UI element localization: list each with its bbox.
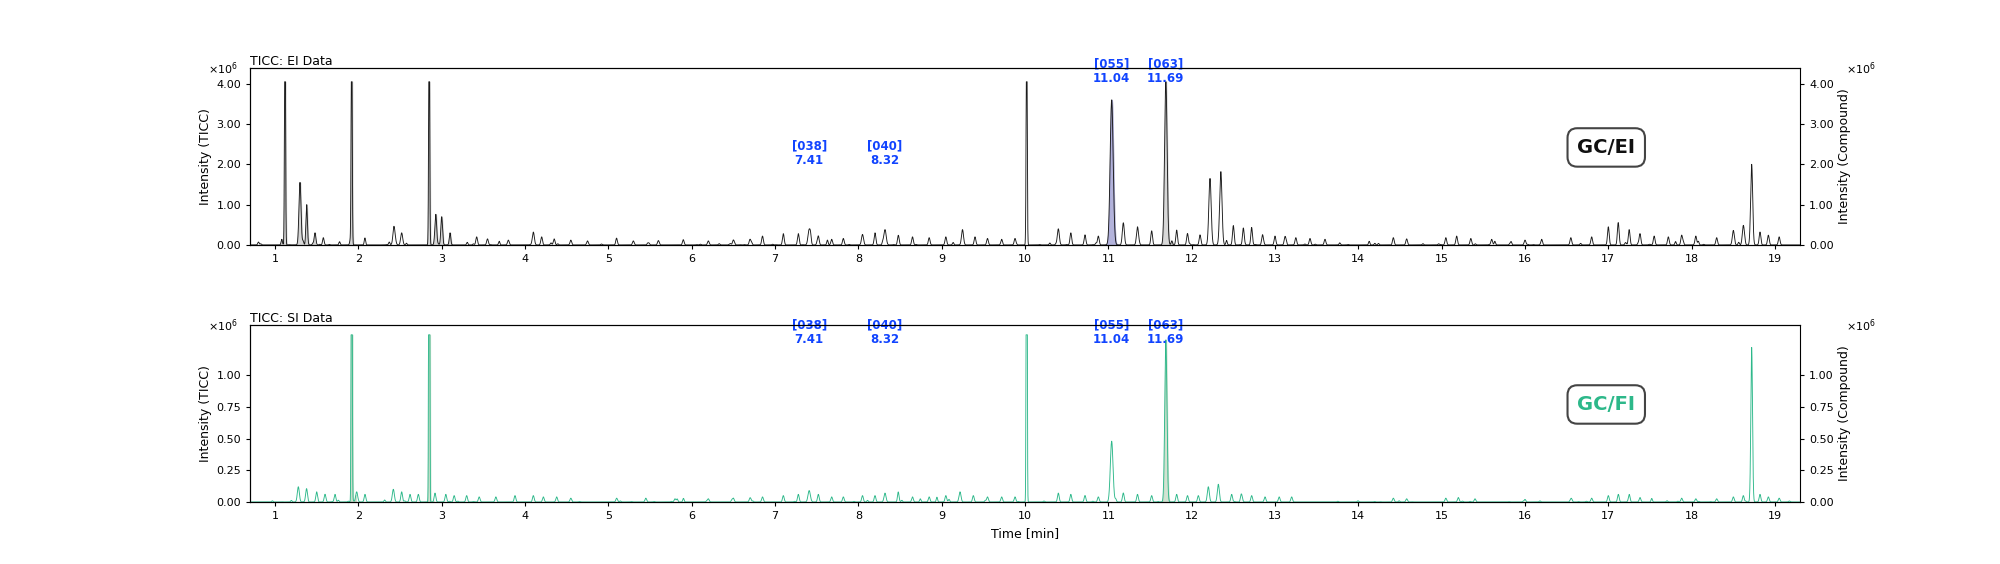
Text: [040]
8.32: [040] 8.32 (868, 318, 902, 346)
Text: GC/EI: GC/EI (1578, 138, 1636, 157)
Text: [055]
11.04: [055] 11.04 (1094, 58, 1130, 85)
X-axis label: Time [min]: Time [min] (990, 527, 1060, 540)
Y-axis label: Intensity (Compound): Intensity (Compound) (1838, 346, 1850, 481)
Text: [038]
7.41: [038] 7.41 (792, 318, 826, 346)
Text: $\times$10$^6$: $\times$10$^6$ (1846, 318, 1876, 334)
Text: $\times$10$^6$: $\times$10$^6$ (208, 318, 238, 334)
Text: [063]
11.69: [063] 11.69 (1148, 318, 1184, 346)
Text: [063]
11.69: [063] 11.69 (1148, 58, 1184, 85)
Text: TICC: EI Data: TICC: EI Data (250, 55, 332, 68)
Text: $\times$10$^6$: $\times$10$^6$ (208, 60, 238, 77)
Y-axis label: Intensity (TICC): Intensity (TICC) (200, 108, 212, 205)
Y-axis label: Intensity (Compound): Intensity (Compound) (1838, 89, 1850, 224)
Text: GC/FI: GC/FI (1578, 395, 1636, 414)
Y-axis label: Intensity (TICC): Intensity (TICC) (200, 365, 212, 462)
Text: [040]
8.32: [040] 8.32 (868, 139, 902, 167)
Text: TICC: SI Data: TICC: SI Data (250, 312, 332, 325)
Text: $\times$10$^6$: $\times$10$^6$ (1846, 60, 1876, 77)
Text: [038]
7.41: [038] 7.41 (792, 139, 826, 167)
Text: [055]
11.04: [055] 11.04 (1094, 318, 1130, 346)
